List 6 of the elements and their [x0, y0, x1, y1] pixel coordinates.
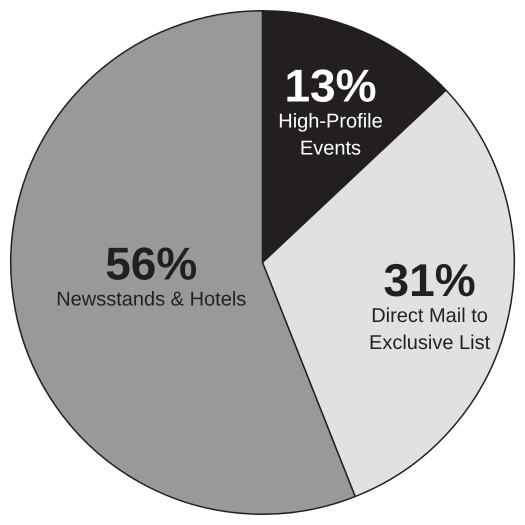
data-label: 56% — [105, 238, 198, 290]
slice-label: Direct Mail to Exclusive List — [368, 304, 491, 354]
slice-label: High-Profile Events — [278, 110, 383, 160]
data-label: 13% — [284, 59, 377, 112]
data-label: 31% — [384, 254, 476, 306]
slice-label: Newsstands & Hotels — [56, 288, 246, 311]
